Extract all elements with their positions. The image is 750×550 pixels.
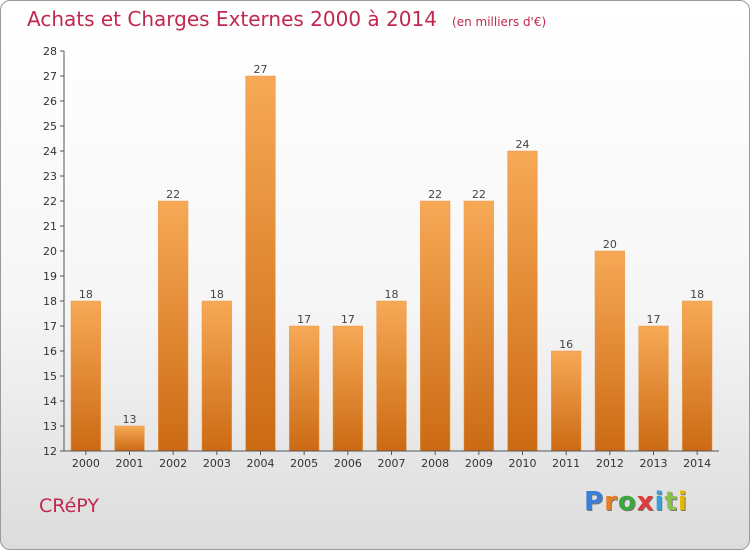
bars: 18 13 22 18 27 17 17 18 22 22 24 16 20 17 18 [70,63,713,452]
x-tick-label: 2012 [596,457,624,470]
bar-2007 [376,300,407,452]
bar-value-label: 17 [297,313,311,326]
bar-2012 [594,250,625,452]
bar-2010 [507,150,538,452]
bar-value-label: 17 [647,313,661,326]
logo-letter: P [584,487,605,517]
bar-2013 [638,325,669,452]
x-tick-label: 2014 [683,457,711,470]
x-tick-label: 2000 [72,457,100,470]
logo-letter: o [617,487,637,517]
x-tick-label: 2003 [203,457,231,470]
x-tick-label: 2002 [159,457,187,470]
y-tick-label: 16 [43,345,57,358]
bar-2003 [201,300,232,452]
y-tick-label: 15 [43,370,57,383]
y-tick-label: 12 [43,445,57,458]
x-tick-label: 2008 [421,457,449,470]
x-tick-label: 2011 [552,457,580,470]
logo-letter: t [664,487,678,517]
chart-unit: (en milliers d'€) [452,15,547,29]
bar-2000 [70,300,101,452]
bar-value-label: 22 [166,188,180,201]
bar-2011 [551,350,582,452]
bar-value-label: 17 [341,313,355,326]
bar-value-label: 24 [516,138,530,151]
bar-2005 [289,325,320,452]
x-tick-label: 2005 [290,457,318,470]
bar-2001 [114,425,145,452]
bar-value-label: 18 [690,288,704,301]
x-tick-label: 2010 [509,457,537,470]
bar-value-label: 18 [385,288,399,301]
title-row: Achats et Charges Externes 2000 à 2014 (… [27,7,546,31]
bar-2009 [463,200,494,452]
y-tick-label: 24 [43,145,57,158]
y-tick-label: 20 [43,245,57,258]
bar-2014 [682,300,713,452]
y-tick-label: 19 [43,270,57,283]
x-axis: 2000 2001 2002 2003 2004 2005 2006 2007 2008 2009… [64,450,719,470]
bar-2002 [158,200,189,452]
bar-value-label: 18 [79,288,93,301]
y-tick-label: 14 [43,395,57,408]
bar-2008 [420,200,451,452]
bar-value-label: 20 [603,238,617,251]
x-tick-label: 2004 [247,457,275,470]
y-tick-label: 21 [43,220,57,233]
y-tick-label: 25 [43,120,57,133]
bar-value-label: 27 [254,63,268,76]
y-tick-label: 27 [43,70,57,83]
y-tick-label: 17 [43,320,57,333]
y-tick-label: 13 [43,420,57,433]
bar-value-label: 22 [472,188,486,201]
y-tick-label: 28 [43,45,57,58]
town-name: CRéPY [39,495,99,517]
proxiti-logo[interactable]: Proxiti [584,487,688,517]
y-tick-label: 18 [43,295,57,308]
bar-value-label: 22 [428,188,442,201]
logo-letter: r [604,487,618,517]
bar-value-label: 16 [559,338,573,351]
bar-value-label: 13 [123,413,137,426]
x-tick-label: 2001 [116,457,144,470]
x-tick-label: 2007 [378,457,406,470]
x-tick-label: 2013 [640,457,668,470]
bar-2004 [245,75,276,452]
bar-2006 [332,325,363,452]
logo-letter: i [654,487,665,517]
y-axis: 12 13 14 15 16 17 18 19 20 21 22 23 24 25 26 27 28 [43,45,65,458]
y-tick-label: 26 [43,95,57,108]
logo-letter: x [636,487,655,517]
bar-value-label: 18 [210,288,224,301]
x-tick-label: 2006 [334,457,362,470]
y-tick-label: 23 [43,170,57,183]
y-tick-label: 22 [43,195,57,208]
x-tick-label: 2009 [465,457,493,470]
chart-title: Achats et Charges Externes 2000 à 2014 [27,7,437,31]
logo-letter: i [677,487,688,517]
